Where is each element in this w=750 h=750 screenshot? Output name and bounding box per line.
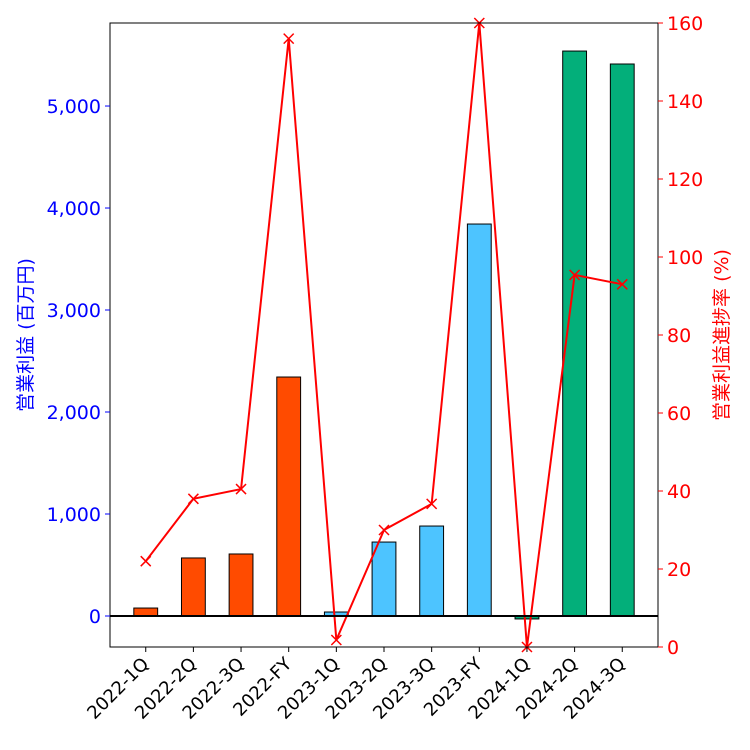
- bar-2022-1Q: [133, 607, 159, 617]
- y2-tick-label: 120: [667, 169, 703, 191]
- progress-marker-2022-1Q: [140, 555, 152, 567]
- y2-tick-label: 20: [667, 559, 691, 581]
- y2-tick-label: 140: [667, 91, 703, 113]
- bar-2023-2Q: [371, 541, 397, 617]
- y2-axis-label: 営業利益進捗率 (%): [711, 249, 733, 421]
- axes: 0 1,000 2,000 3,000 4,000 5,000 0 20 40 60 80 100 12…: [47, 13, 704, 724]
- y-tick-label: 0: [89, 606, 101, 628]
- bar-2022-FY: [276, 376, 302, 617]
- y2-tick-label: 40: [667, 481, 691, 503]
- y2-tick-label: 80: [667, 325, 691, 347]
- y2-tick-label: 60: [667, 403, 691, 425]
- y2-tick-label: 0: [667, 637, 679, 659]
- progress-marker-2023-2Q: [378, 524, 390, 536]
- progress-marker-2022-FY: [283, 33, 295, 45]
- bars: [133, 50, 635, 620]
- y-tick-label: 1,000: [47, 504, 101, 526]
- bar-2022-2Q: [180, 557, 206, 617]
- y-tick-label: 2,000: [47, 402, 101, 424]
- y-tick-label: 5,000: [47, 96, 101, 118]
- y-axis-label: 営業利益 (百万円): [15, 258, 37, 412]
- progress-marker-2023-1Q: [330, 634, 342, 646]
- bar-2022-3Q: [228, 553, 254, 617]
- y2-tick-label: 100: [667, 247, 703, 269]
- bar-2024-3Q: [609, 63, 635, 617]
- y2-tick-label: 160: [667, 13, 703, 35]
- progress-marker-2023-3Q: [426, 498, 438, 510]
- progress-marker-2022-3Q: [235, 483, 247, 495]
- progress-marker-2024-3Q: [616, 278, 628, 290]
- y-tick-label: 3,000: [47, 300, 101, 322]
- bar-2023-3Q: [419, 525, 445, 617]
- y-tick-label: 4,000: [47, 198, 101, 220]
- progress-marker-2022-2Q: [187, 493, 199, 505]
- progress-marker-2024-2Q: [569, 269, 581, 281]
- bar-2023-FY: [466, 223, 492, 617]
